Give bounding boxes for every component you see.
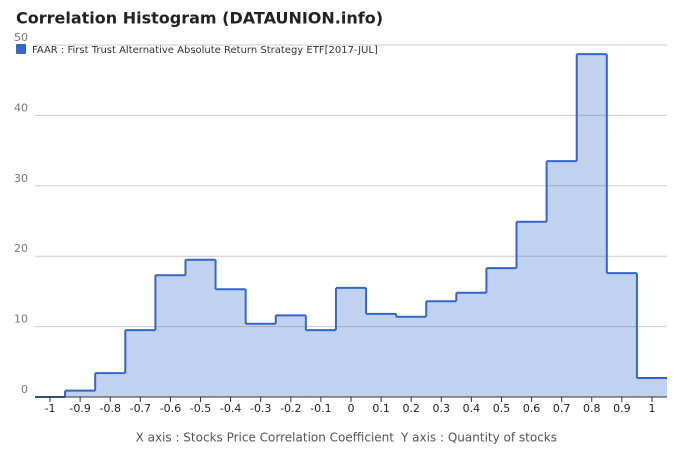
legend-label: FAAR : First Trust Alternative Absolute …	[32, 45, 378, 56]
bar	[576, 54, 607, 397]
y-tick-label: 10	[14, 313, 28, 326]
x-tick-label: 0.8	[583, 402, 601, 415]
bar	[546, 161, 577, 397]
x-tick-label: -0.7	[130, 402, 151, 415]
bar	[516, 221, 547, 397]
bar	[245, 323, 276, 397]
x-axis-label: X axis : Stocks Price Correlation Coeffi…	[136, 431, 395, 445]
chart-title: Correlation Histogram (DATAUNION.info)	[16, 9, 383, 28]
bar	[396, 316, 427, 397]
x-tick-label: -0.3	[250, 402, 271, 415]
x-tick-label: -0.2	[280, 402, 301, 415]
x-tick-label: 0.9	[613, 402, 631, 415]
bar	[215, 289, 246, 397]
x-tick-label: 0.6	[523, 402, 541, 415]
bar	[95, 373, 126, 397]
bar	[65, 390, 96, 397]
x-tick-label: 0.1	[372, 402, 390, 415]
bar	[185, 259, 216, 397]
x-tick-label: 1	[648, 402, 655, 415]
bar	[275, 315, 306, 397]
y-tick-label: 30	[14, 172, 28, 185]
bar	[486, 268, 517, 397]
x-tick-label: 0	[348, 402, 355, 415]
bar	[636, 377, 667, 397]
x-tick-label: -0.1	[310, 402, 331, 415]
x-tick-label: -0.6	[160, 402, 181, 415]
x-tick-label: -0.4	[220, 402, 241, 415]
bar	[125, 330, 156, 397]
x-tick-label: 0.2	[402, 402, 420, 415]
x-tick-label: -0.5	[190, 402, 211, 415]
y-tick-label: 0	[21, 383, 28, 396]
y-tick-label: 40	[14, 101, 28, 114]
legend-swatch	[16, 44, 26, 54]
bar	[155, 275, 186, 397]
x-tick-label: 0.7	[553, 402, 571, 415]
x-tick-label: -0.9	[69, 402, 90, 415]
bar	[305, 330, 336, 397]
bar	[366, 313, 397, 397]
x-tick-label: 0.4	[463, 402, 481, 415]
x-tick-label: 0.3	[433, 402, 451, 415]
bar	[606, 273, 637, 397]
x-tick-label: 0.5	[493, 402, 511, 415]
y-tick-label: 20	[14, 242, 28, 255]
y-tick-label: 50	[14, 31, 28, 44]
x-tick-label: -1	[45, 402, 56, 415]
bar	[426, 301, 457, 397]
x-tick-label: -0.8	[100, 402, 121, 415]
bar	[456, 292, 487, 397]
y-axis-label: Y axis : Quantity of stocks	[400, 431, 557, 445]
bar	[335, 287, 367, 397]
